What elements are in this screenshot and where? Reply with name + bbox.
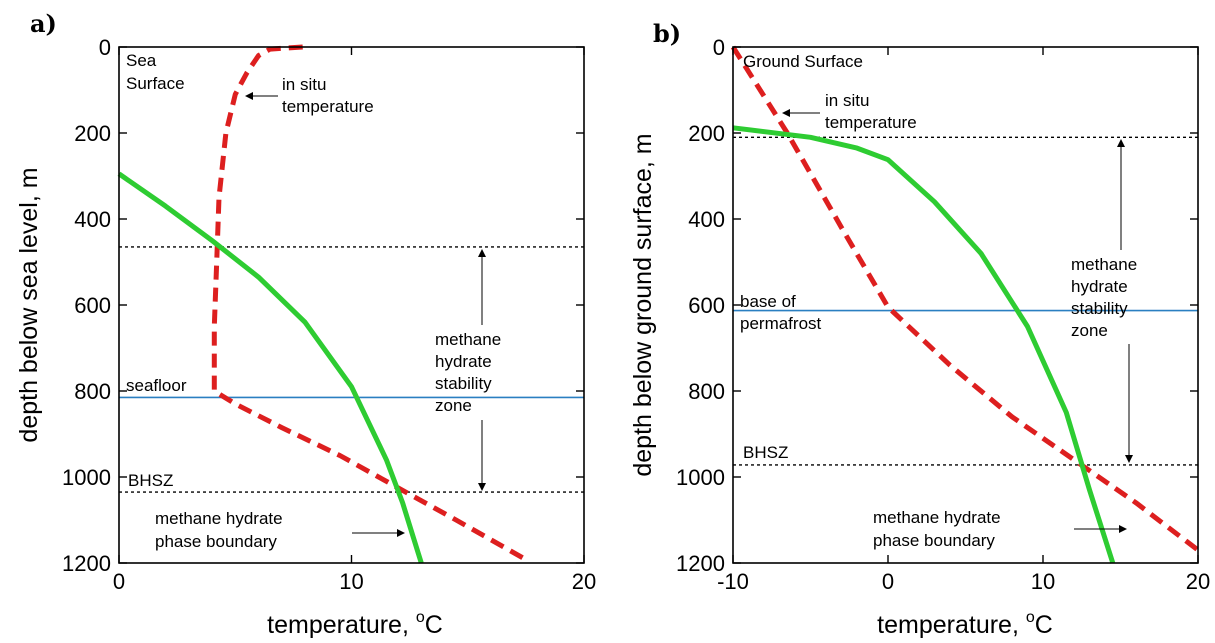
panel-b-surface-label: Ground Surface	[743, 52, 863, 71]
panel-b-x-axis-title-main: temperature,	[877, 611, 1026, 639]
panel-a-zone-label-line4: zone	[435, 396, 472, 415]
panel-b-y-tick-label: 200	[688, 121, 725, 146]
panel-a-surface-label-line1: Sea	[126, 51, 157, 70]
panel-a-y-tick-label: 1000	[62, 465, 111, 490]
panel-a-in-situ-label-line1: in situ	[282, 75, 326, 94]
panel-b-permafrost-label-line2: permafrost	[740, 314, 822, 333]
panel-b-bhsz-label: BHSZ	[743, 443, 788, 462]
panel-b-x-axis-title-degree: o	[1026, 609, 1035, 626]
panel-b-series-in-situ	[730, 45, 1200, 553]
panel-b-x-tick-label: 20	[1186, 569, 1210, 594]
panel-b-y-tick-label: 1000	[676, 465, 725, 490]
panel-b-phase-label-line2: phase boundary	[873, 531, 995, 550]
panel-a-zone-label-line2: hydrate	[435, 352, 492, 371]
panel-a-series-in-situ	[211, 44, 530, 564]
panel-b-x-axis-title-unit: C	[1035, 611, 1053, 639]
panel-a-y-tick-label: 0	[99, 35, 111, 60]
panel-a-plot-frame	[118, 46, 585, 564]
panel-b-series-phase	[732, 125, 1116, 564]
panel-b-phase-label-line1: methane hydrate	[873, 508, 1001, 527]
panel-a-x-tick-label: 0	[113, 569, 125, 594]
panel-a-y-tick-label: 600	[74, 293, 111, 318]
panel-b-plot-frame	[732, 46, 1199, 564]
panel-a-x-tick-label: 20	[572, 569, 596, 594]
panel-b-x-tick-label: -10	[717, 569, 749, 594]
panel-b-y-tick-label: 600	[688, 293, 725, 318]
panel-a-x-axis-title-main: temperature,	[267, 611, 416, 639]
panel-a-x-axis-title-unit: C	[425, 611, 443, 639]
panel-a-bhsz-label: BHSZ	[128, 471, 173, 490]
panel-a-x-axis-title: temperature, oC	[267, 609, 443, 639]
panel-b-in-situ-label-line2: temperature	[825, 113, 917, 132]
panel-a-label: a)	[30, 9, 57, 38]
panel-b-y-tick-label: 1200	[676, 551, 725, 576]
panel-b-in-situ-label-line1: in situ	[825, 91, 869, 110]
panel-b-label: b)	[653, 19, 681, 48]
panel-a-y-tick-label: 800	[74, 379, 111, 404]
panel-b-x-tick-label: 0	[882, 569, 894, 594]
panel-a-x-tick-label: 10	[339, 569, 363, 594]
panel-b-zone-label-line1: methane	[1071, 255, 1137, 274]
panel-a-seafloor-label: seafloor	[126, 376, 187, 395]
panel-b-x-axis-title: temperature, oC	[877, 609, 1053, 639]
panel-a-phase-label-line2: phase boundary	[155, 532, 277, 551]
panel-a-phase-label-line1: methane hydrate	[155, 509, 283, 528]
panel-a-series-phase	[117, 171, 424, 564]
panel-b-zone-label-line4: zone	[1071, 321, 1108, 340]
panel-a-zone-label-line1: methane	[435, 330, 501, 349]
panel-b-zone-label-line2: hydrate	[1071, 277, 1128, 296]
panel-a-surface-label-line2: Surface	[126, 74, 185, 93]
panel-b-x-tick-label: 10	[1031, 569, 1055, 594]
panel-a-in-situ-label-line2: temperature	[282, 97, 374, 116]
panel-b-y-tick-label: 0	[713, 35, 725, 60]
panel-b-zone-label-line3: stability	[1071, 299, 1128, 318]
panel-a-x-axis-title-degree: o	[416, 609, 425, 626]
panel-b-y-tick-label: 400	[688, 207, 725, 232]
panel-a-y-axis-title: depth below sea level, m	[15, 167, 43, 442]
panel-b-y-tick-label: 800	[688, 379, 725, 404]
panel-b-y-axis-title: depth below ground surface, m	[629, 133, 657, 476]
panel-a-y-tick-label: 1200	[62, 551, 111, 576]
panel-a-y-tick-label: 200	[74, 121, 111, 146]
panel-a-y-tick-label: 400	[74, 207, 111, 232]
panel-b-permafrost-label-line1: base of	[740, 292, 796, 311]
panel-a-zone-label-line3: stability	[435, 374, 492, 393]
